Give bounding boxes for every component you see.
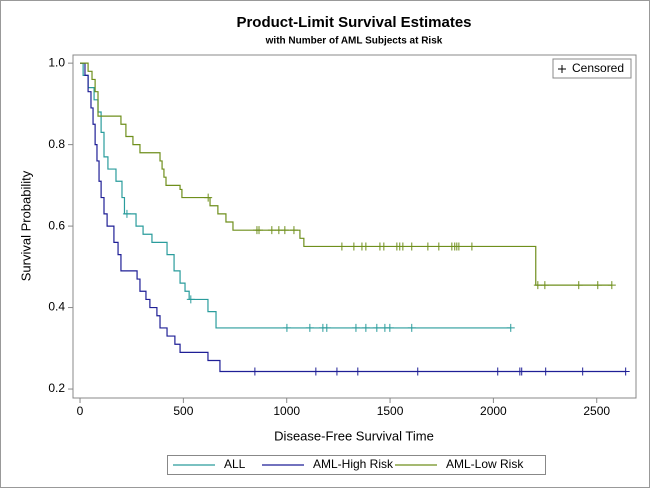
censor-mark xyxy=(398,242,407,251)
censor-mark xyxy=(413,367,422,376)
y-tick-label: 0.4 xyxy=(48,300,65,314)
censor-mark xyxy=(407,323,416,332)
censor-mark xyxy=(282,323,291,332)
chart-subtitle: with Number of AML Subjects at Risk xyxy=(265,36,443,47)
censor-mark xyxy=(467,242,476,251)
censor-mark xyxy=(372,323,381,332)
censor-mark xyxy=(361,242,370,251)
legend-label: AML-Low Risk xyxy=(446,457,524,471)
censor-mark xyxy=(407,242,416,251)
censor-mark xyxy=(186,295,195,304)
censor-mark xyxy=(578,367,587,376)
y-tick-label: 0.8 xyxy=(48,137,65,151)
censor-mark xyxy=(607,281,616,290)
censor-mark xyxy=(385,323,394,332)
survival-curve xyxy=(80,62,612,286)
censor-mark xyxy=(506,323,515,332)
censor-mark xyxy=(255,226,264,235)
x-axis-label: Disease-Free Survival Time xyxy=(274,428,434,443)
censor-mark xyxy=(332,367,341,376)
censor-mark xyxy=(361,323,370,332)
x-tick-label: 1500 xyxy=(377,404,404,418)
censor-mark xyxy=(574,281,583,290)
x-tick-label: 2500 xyxy=(583,404,610,418)
censor-mark xyxy=(204,193,213,202)
censor-mark xyxy=(533,281,542,290)
x-tick-label: 500 xyxy=(173,404,193,418)
y-tick-label: 1.0 xyxy=(48,55,65,69)
censor-mark xyxy=(540,281,549,290)
censored-legend-symbol xyxy=(558,65,566,73)
censored-legend-label: Censored xyxy=(572,61,624,75)
x-tick-label: 1000 xyxy=(273,404,300,418)
censor-mark xyxy=(621,367,630,376)
censor-mark xyxy=(593,281,602,290)
censor-mark xyxy=(423,242,432,251)
legend-box xyxy=(167,455,546,475)
censor-mark xyxy=(289,226,298,235)
censor-mark xyxy=(349,242,358,251)
censor-mark xyxy=(379,242,388,251)
censor-mark xyxy=(434,242,443,251)
legend-label: AML-High Risk xyxy=(313,457,394,471)
x-tick-label: 0 xyxy=(77,404,84,418)
censor-mark xyxy=(267,226,276,235)
censor-mark xyxy=(250,367,259,376)
censor-mark xyxy=(280,226,289,235)
censor-mark xyxy=(493,367,502,376)
y-tick-label: 0.6 xyxy=(48,218,65,232)
censor-mark xyxy=(353,367,362,376)
censor-mark xyxy=(305,323,314,332)
x-tick-label: 2000 xyxy=(480,404,507,418)
censor-mark xyxy=(454,242,463,251)
y-tick-label: 0.2 xyxy=(48,381,65,395)
censor-mark xyxy=(337,242,346,251)
censor-mark xyxy=(322,323,331,332)
censor-mark xyxy=(351,323,360,332)
censored-legend-box xyxy=(552,58,632,79)
censor-mark xyxy=(517,367,526,376)
censor-mark xyxy=(541,367,550,376)
y-axis-label: Survival Probability xyxy=(18,170,33,281)
chart-title: Product-Limit Survival Estimates xyxy=(236,14,471,31)
survival-curve xyxy=(80,62,626,373)
censor-mark xyxy=(122,209,131,218)
censor-mark xyxy=(311,367,320,376)
legend-label: ALL xyxy=(224,457,246,471)
